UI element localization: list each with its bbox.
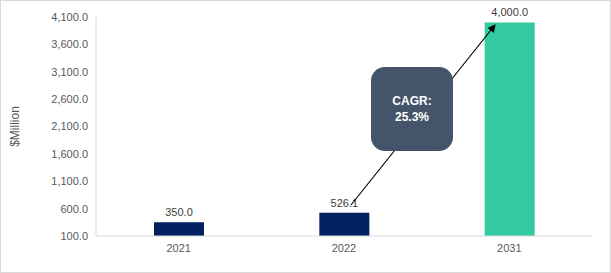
svg-text:600.0: 600.0 xyxy=(60,203,88,215)
svg-text:2,100.0: 2,100.0 xyxy=(51,120,88,132)
svg-text:$Million: $Million xyxy=(8,106,22,147)
svg-text:4,100.0: 4,100.0 xyxy=(51,11,88,23)
svg-text:3,100.0: 3,100.0 xyxy=(51,66,88,78)
svg-text:CAGR:25.3%: CAGR:25.3% xyxy=(392,94,431,124)
svg-text:3,600.0: 3,600.0 xyxy=(51,38,88,50)
svg-text:2022: 2022 xyxy=(332,242,356,254)
svg-text:1,600.0: 1,600.0 xyxy=(51,148,88,160)
svg-text:350.0: 350.0 xyxy=(165,206,193,218)
svg-text:526.1: 526.1 xyxy=(331,197,359,209)
svg-text:2021: 2021 xyxy=(166,242,190,254)
svg-text:2031: 2031 xyxy=(497,242,521,254)
svg-text:2,600.0: 2,600.0 xyxy=(51,93,88,105)
svg-text:4,000.0: 4,000.0 xyxy=(491,6,528,18)
svg-text:1,100.0: 1,100.0 xyxy=(51,175,88,187)
svg-text:100.0: 100.0 xyxy=(60,230,88,242)
